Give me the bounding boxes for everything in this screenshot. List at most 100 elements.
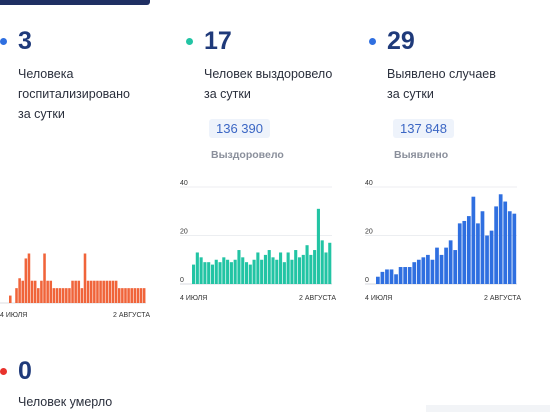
bar (108, 280, 112, 303)
hospitalized-bar-chart: 4 ИЮЛЯ 2 АВГУСТА (0, 253, 150, 319)
bar (267, 250, 271, 284)
bar (74, 280, 77, 303)
bar (111, 280, 115, 303)
bar (320, 240, 324, 284)
bar (46, 280, 49, 303)
bar (89, 280, 93, 303)
bar (192, 264, 196, 284)
bar (93, 280, 96, 303)
bar (124, 288, 127, 303)
bar (412, 262, 417, 284)
bar (195, 252, 199, 284)
stat-value: 0 (18, 357, 32, 385)
bar (309, 254, 313, 284)
x-tick-label: 2 АВГУСТА (113, 312, 150, 319)
stat-deaths: 0 Человек умерло (0, 358, 112, 412)
detected-bar-chart: 40 20 0 4 ИЮЛЯ 2 АВГУСТА (365, 180, 521, 302)
bar (71, 280, 74, 303)
bar (37, 288, 40, 303)
stat-value: 17 (204, 27, 232, 55)
stat-dot-icon (0, 37, 7, 45)
bar (96, 280, 99, 303)
x-tick-label: 4 ИЮЛЯ (180, 295, 207, 302)
bar (114, 280, 118, 303)
total-detected-badge: 137 848 (393, 119, 454, 138)
y-tick-label: 40 (180, 180, 188, 187)
bar (68, 288, 71, 303)
bar (233, 259, 237, 284)
bar (421, 257, 426, 284)
bar (83, 253, 87, 303)
bar (256, 252, 260, 284)
bar (324, 252, 328, 284)
stat-label: Человек умерло (18, 395, 113, 409)
bar (77, 280, 81, 303)
bar (27, 253, 31, 303)
bar (403, 267, 408, 284)
x-tick-label: 2 АВГУСТА (299, 295, 336, 302)
bar (210, 264, 215, 284)
bar (290, 259, 294, 284)
bar (40, 280, 43, 303)
bar (241, 257, 245, 284)
bar (448, 240, 453, 284)
bar (214, 259, 218, 284)
bar (105, 280, 109, 303)
bar (49, 280, 53, 303)
stat-hospitalized: 3 Человека госпитализировано за сутки (0, 28, 130, 124)
bar (130, 288, 133, 303)
bar (218, 262, 222, 284)
bar (407, 267, 412, 284)
bar (480, 211, 485, 284)
bar (316, 208, 320, 284)
bar (80, 288, 84, 303)
stat-dot-icon (0, 367, 7, 375)
bar (286, 252, 290, 284)
bar (394, 274, 398, 284)
bar (457, 223, 462, 284)
bar (226, 259, 230, 284)
bar (380, 271, 385, 284)
bar (430, 259, 435, 284)
bar (301, 254, 305, 284)
x-tick-label: 2 АВГУСТА (484, 295, 521, 302)
bar (207, 262, 211, 284)
bar (512, 213, 517, 284)
header-bar-fragment (0, 0, 150, 5)
bar (9, 295, 12, 303)
bar (199, 257, 203, 284)
y-tick-label: 40 (365, 180, 373, 187)
recovered-bar-chart: 40 20 0 4 ИЮЛЯ 2 АВГУСТА (180, 180, 336, 302)
stat-label: Человека госпитализировано за сутки (18, 67, 130, 121)
bar (426, 254, 430, 284)
bar (453, 250, 458, 284)
stat-label: Выявлено случаев за сутки (387, 67, 496, 101)
bar (222, 257, 226, 284)
bar (294, 250, 298, 284)
bar (385, 269, 389, 284)
bar (305, 245, 309, 284)
bar (30, 280, 34, 303)
bar (33, 280, 37, 303)
bar (435, 247, 439, 284)
stat-dot-icon (369, 37, 376, 45)
total-recovered-caption: Выздоровело (211, 149, 284, 161)
y-tick-label: 0 (180, 277, 184, 284)
bar (503, 201, 508, 284)
y-tick-label: 20 (365, 229, 373, 236)
bar (416, 259, 421, 284)
bar (279, 252, 283, 284)
stat-value: 3 (18, 27, 32, 55)
bar (248, 264, 252, 284)
bar (328, 242, 332, 284)
x-tick-label: 4 ИЮЛЯ (365, 295, 392, 302)
bar (275, 259, 279, 284)
bar (282, 262, 286, 284)
total-detected-caption: Выявлено (394, 149, 449, 161)
bar (117, 288, 121, 303)
bar (139, 288, 143, 303)
bar (398, 267, 403, 284)
bar (15, 288, 18, 303)
bar (494, 206, 498, 284)
bar (498, 194, 503, 284)
